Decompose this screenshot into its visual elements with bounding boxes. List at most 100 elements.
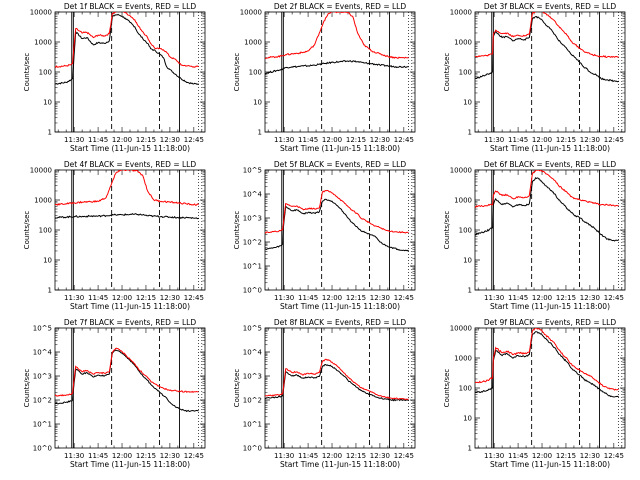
x-tick-label: 12:30 bbox=[580, 136, 600, 144]
x-axis-label: Start Time (11-Jun-15 11:18:00) bbox=[280, 302, 400, 311]
y-tick-label: 10^1 bbox=[33, 421, 52, 429]
plot-frame bbox=[54, 169, 206, 291]
x-tick-label: 12:30 bbox=[160, 294, 180, 302]
x-axis-label: Start Time (11-Jun-15 11:18:00) bbox=[490, 302, 610, 311]
y-tick-label: 100 bbox=[39, 227, 52, 235]
x-tick-label: 11:45 bbox=[298, 136, 318, 144]
x-tick-label: 12:45 bbox=[604, 294, 624, 302]
y-tick-label: 10^1 bbox=[243, 263, 262, 271]
x-tick-label: 12:30 bbox=[580, 452, 600, 460]
x-axis-label: Start Time (11-Jun-15 11:18:00) bbox=[490, 460, 610, 469]
y-tick-label: 10^3 bbox=[243, 215, 262, 223]
series-events-line bbox=[265, 60, 409, 75]
x-tick-label: 12:15 bbox=[556, 294, 576, 302]
series-events-line bbox=[475, 15, 619, 83]
y-tick-label: 1000 bbox=[454, 39, 472, 47]
plot-frame bbox=[264, 327, 416, 449]
series-lld-line bbox=[55, 170, 199, 206]
y-tick-label: 10^0 bbox=[243, 445, 262, 453]
y-tick-label: 10^4 bbox=[33, 349, 53, 357]
series-events-line bbox=[265, 363, 409, 402]
plot-frame bbox=[474, 327, 626, 449]
x-tick-label: 12:00 bbox=[322, 294, 342, 302]
y-axis-label: Counts/sec bbox=[23, 53, 31, 92]
y-tick-label: 10 bbox=[43, 257, 52, 265]
panel-title: Det 5f BLACK = Events, RED = LLD bbox=[274, 160, 407, 169]
x-tick-label: 12:30 bbox=[160, 136, 180, 144]
y-tick-label: 10 bbox=[43, 99, 52, 107]
x-tick-label: 12:15 bbox=[556, 136, 576, 144]
y-tick-label: 1 bbox=[468, 445, 472, 453]
x-tick-label: 11:30 bbox=[484, 294, 504, 302]
panel-title: Det 8f BLACK = Events, RED = LLD bbox=[274, 318, 407, 327]
y-axis-label: Counts/sec bbox=[23, 369, 31, 408]
x-tick-label: 12:00 bbox=[322, 136, 342, 144]
series-lld-line bbox=[475, 328, 619, 391]
x-tick-label: 12:30 bbox=[370, 452, 390, 460]
x-tick-label: 12:00 bbox=[112, 136, 132, 144]
panel-det-1: Det 1f BLACK = Events, RED = LLD 1 10 100 10… bbox=[23, 2, 206, 153]
x-tick-label: 11:45 bbox=[508, 136, 528, 144]
x-tick-label: 12:15 bbox=[136, 294, 156, 302]
panel-title: Det 6f BLACK = Events, RED = LLD bbox=[484, 160, 617, 169]
y-tick-label: 10000 bbox=[30, 9, 52, 17]
y-tick-label: 10000 bbox=[450, 325, 472, 333]
panel-title: Det 2f BLACK = Events, RED = LLD bbox=[274, 2, 407, 11]
y-tick-label: 100 bbox=[39, 69, 52, 77]
y-tick-label: 1000 bbox=[244, 39, 262, 47]
x-axis-label: Start Time (11-Jun-15 11:18:00) bbox=[280, 460, 400, 469]
y-axis-label: Counts/sec bbox=[233, 369, 241, 408]
x-tick-label: 12:30 bbox=[370, 136, 390, 144]
x-axis-label: Start Time (11-Jun-15 11:18:00) bbox=[490, 144, 610, 153]
x-tick-label: 12:00 bbox=[322, 452, 342, 460]
y-tick-label: 10^5 bbox=[243, 325, 262, 333]
y-tick-label: 1000 bbox=[34, 197, 52, 205]
y-tick-label: 10^2 bbox=[243, 239, 262, 247]
panel-det-7: Det 7f BLACK = Events, RED = LLD 10^0 10^1… bbox=[23, 318, 206, 469]
y-tick-label: 10^2 bbox=[33, 397, 52, 405]
x-tick-label: 12:45 bbox=[604, 136, 624, 144]
series-lld-line bbox=[265, 358, 409, 401]
y-axis-label: Counts/sec bbox=[233, 211, 241, 250]
y-tick-label: 10000 bbox=[240, 9, 262, 17]
series-events-line bbox=[475, 176, 619, 242]
panel-det-4: Det 4f BLACK = Events, RED = LLD 1 10 100 10… bbox=[23, 160, 206, 311]
y-tick-label: 10^5 bbox=[33, 325, 52, 333]
series-lld-line bbox=[475, 12, 619, 59]
x-tick-label: 12:45 bbox=[184, 136, 204, 144]
y-tick-label: 10 bbox=[463, 257, 472, 265]
y-tick-label: 10^5 bbox=[243, 167, 262, 175]
y-tick-label: 100 bbox=[459, 227, 472, 235]
plot-frame bbox=[54, 327, 206, 449]
y-tick-label: 10^1 bbox=[243, 421, 262, 429]
panel-det-9: Det 9f BLACK = Events, RED = LLD 1 10 100 10… bbox=[443, 318, 626, 469]
y-tick-label: 10^3 bbox=[33, 373, 52, 381]
x-tick-label: 12:30 bbox=[580, 294, 600, 302]
panel-title: Det 4f BLACK = Events, RED = LLD bbox=[64, 160, 197, 169]
panel-title: Det 7f BLACK = Events, RED = LLD bbox=[64, 318, 197, 327]
y-tick-label: 10000 bbox=[450, 9, 472, 17]
x-axis-label: Start Time (11-Jun-15 11:18:00) bbox=[70, 144, 190, 153]
series-lld-line bbox=[265, 189, 409, 234]
x-tick-label: 11:45 bbox=[88, 294, 108, 302]
panel-det-8: Det 8f BLACK = Events, RED = LLD 10^0 10^1… bbox=[233, 318, 416, 469]
series-events-line bbox=[265, 198, 409, 252]
panel-det-5: Det 5f BLACK = Events, RED = LLD 10^0 10^1… bbox=[233, 160, 416, 311]
y-tick-label: 10 bbox=[253, 99, 262, 107]
panel-det-3: Det 3f BLACK = Events, RED = LLD 1 10 100 10… bbox=[443, 2, 626, 153]
x-tick-label: 11:30 bbox=[484, 452, 504, 460]
x-tick-label: 11:30 bbox=[274, 294, 294, 302]
x-tick-label: 12:00 bbox=[532, 294, 552, 302]
x-tick-label: 11:30 bbox=[274, 452, 294, 460]
series-lld-line bbox=[475, 170, 619, 209]
x-axis-label: Start Time (11-Jun-15 11:18:00) bbox=[70, 302, 190, 311]
x-tick-label: 11:30 bbox=[64, 136, 84, 144]
y-tick-label: 10^4 bbox=[243, 349, 263, 357]
panel-det-6: Det 6f BLACK = Events, RED = LLD 1 10 100 10… bbox=[443, 160, 626, 311]
y-tick-label: 1 bbox=[468, 287, 472, 295]
y-axis-label: Counts/sec bbox=[23, 211, 31, 250]
series-events-line bbox=[55, 13, 199, 85]
y-tick-label: 100 bbox=[249, 69, 262, 77]
y-tick-label: 10000 bbox=[30, 167, 52, 175]
